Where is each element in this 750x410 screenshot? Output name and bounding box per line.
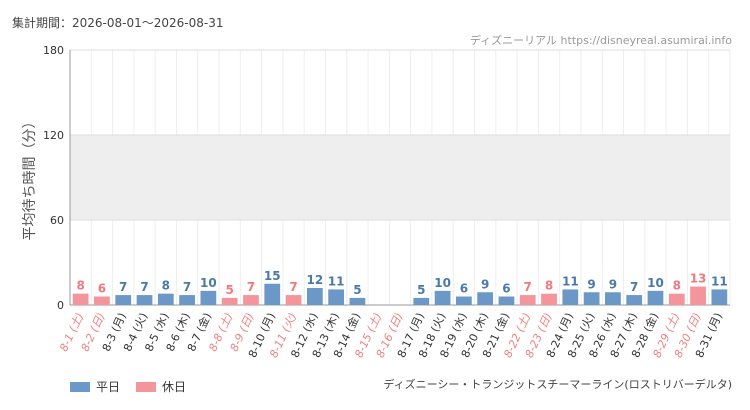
bar — [179, 295, 195, 305]
data-label: 7 — [140, 280, 148, 294]
bar — [349, 297, 366, 305]
bar — [328, 289, 345, 305]
data-label: 9 — [609, 277, 617, 291]
chart-subtitle: ディズニーシー・トランジットスチーマーライン(ロストリバーデルタ) — [383, 378, 732, 391]
data-label: 6 — [460, 282, 468, 296]
bar — [562, 289, 579, 305]
legend-label-weekday: 平日 — [96, 380, 121, 394]
data-label: 8 — [162, 279, 170, 293]
data-label: 11 — [562, 274, 579, 288]
legend-label-holiday: 休日 — [162, 380, 187, 394]
data-label: 12 — [306, 273, 323, 287]
data-label: 15 — [264, 269, 281, 283]
data-label: 7 — [119, 280, 127, 294]
bar — [626, 295, 643, 305]
data-label: 11 — [328, 274, 345, 288]
legend-item-weekday: 平日 — [70, 378, 120, 395]
bar — [200, 290, 217, 305]
data-label: 8 — [545, 279, 553, 293]
data-label: 7 — [247, 280, 255, 294]
bar — [285, 295, 302, 305]
legend-swatch-holiday — [136, 381, 157, 392]
data-label: 7 — [524, 280, 532, 294]
bar — [477, 292, 494, 305]
y-tick-label: 120 — [43, 129, 64, 142]
bar — [306, 288, 323, 305]
legend-swatch-weekday — [70, 381, 90, 392]
data-label: 7 — [183, 280, 191, 294]
data-label: 5 — [353, 283, 361, 297]
bar — [413, 297, 430, 305]
data-label: 9 — [587, 277, 595, 291]
data-label: 10 — [647, 276, 664, 290]
bar — [434, 290, 451, 305]
bar — [647, 290, 664, 305]
bar — [583, 292, 600, 305]
data-label: 5 — [225, 283, 233, 297]
bar — [157, 293, 174, 305]
data-label: 10 — [200, 276, 217, 290]
y-tick-label: 60 — [50, 214, 64, 227]
data-label: 8 — [673, 279, 681, 293]
bar — [605, 292, 621, 305]
bar — [668, 293, 685, 305]
shaded-band — [70, 135, 730, 220]
bar — [498, 296, 515, 305]
bar — [541, 293, 557, 305]
data-label: 7 — [630, 280, 638, 294]
bar — [711, 289, 728, 305]
data-label: 11 — [711, 274, 728, 288]
bar — [243, 295, 259, 305]
bar — [690, 286, 706, 305]
bar — [94, 296, 110, 305]
bar — [72, 293, 89, 305]
data-label: 8 — [76, 279, 84, 293]
legend-item-holiday: 休日 — [136, 378, 186, 395]
bar — [136, 295, 153, 305]
legend: 平日 休日 — [70, 378, 186, 395]
data-label: 6 — [98, 282, 106, 296]
site-credit: ディズニーリアル https://disneyreal.asumirai.inf… — [469, 34, 732, 47]
bar — [455, 296, 472, 305]
data-label: 10 — [434, 276, 451, 290]
bar — [115, 295, 132, 305]
data-label: 7 — [289, 280, 297, 294]
data-label: 13 — [690, 272, 707, 286]
period-label: 集計期間：2026-08-01～2026-08-31 — [12, 16, 224, 30]
data-label: 5 — [417, 283, 425, 297]
data-label: 9 — [481, 277, 489, 291]
data-label: 6 — [502, 282, 510, 296]
y-tick-label: 0 — [57, 299, 64, 312]
bar — [264, 283, 281, 305]
bar — [221, 297, 238, 305]
y-axis-label: 平均待ち時間（分） — [22, 115, 38, 241]
y-tick-label: 180 — [43, 44, 64, 57]
bar — [519, 295, 536, 305]
